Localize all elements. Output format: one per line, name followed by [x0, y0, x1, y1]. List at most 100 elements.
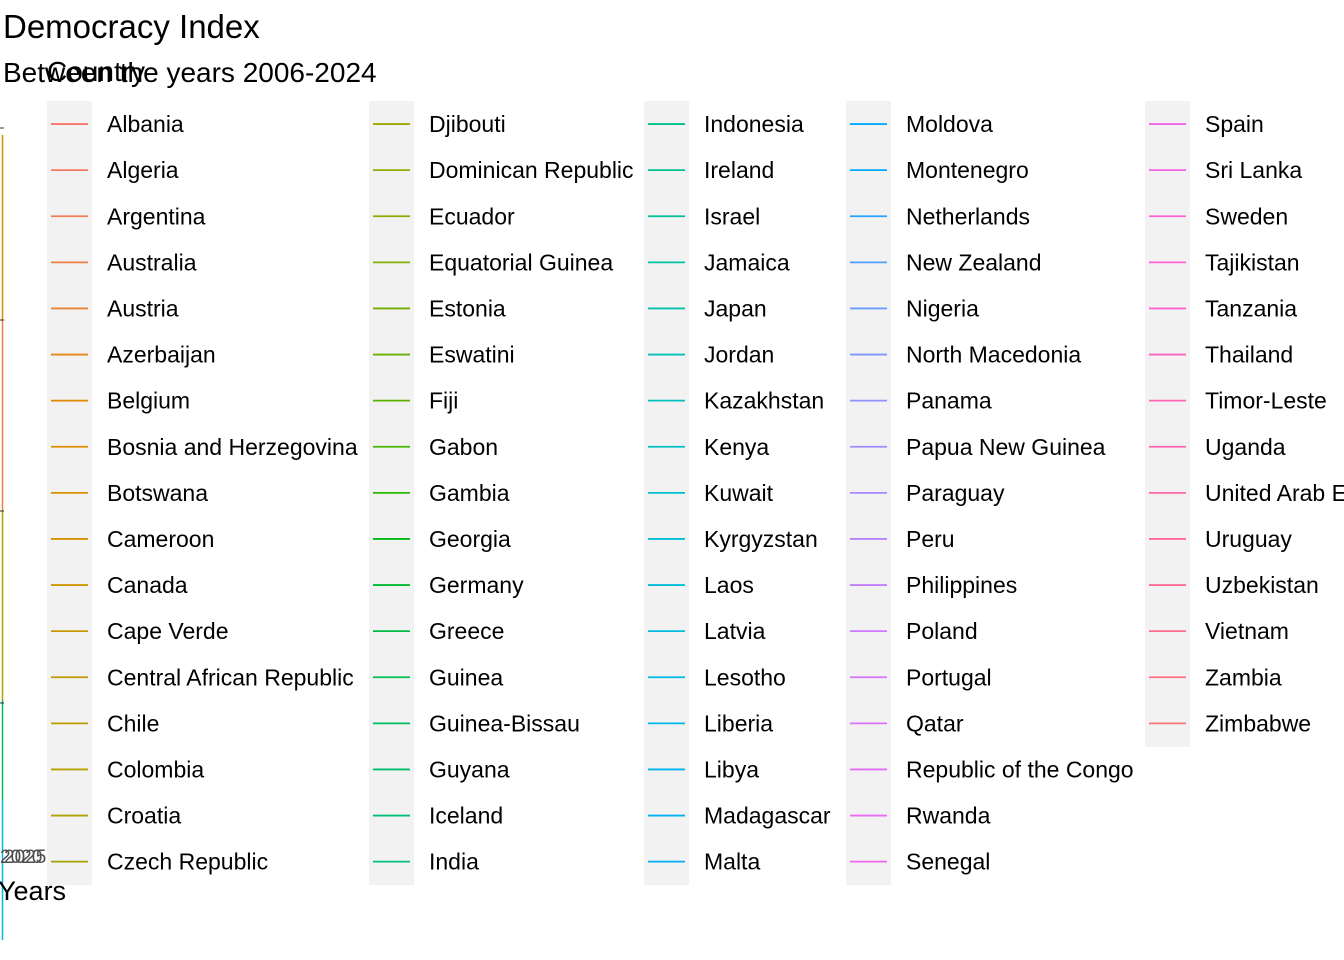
legend-item-germany: Germany: [369, 562, 524, 609]
legend-item-sri-lanka: Sri Lanka: [1145, 147, 1302, 194]
legend-label: Algeria: [107, 157, 179, 183]
legend-label: Tajikistan: [1205, 249, 1300, 275]
x-tick-label-2025: 2025: [4, 847, 47, 868]
legend-item-croatia: Croatia: [47, 792, 181, 840]
legend-label: Zambia: [1205, 664, 1282, 690]
legend-item-tanzania: Tanzania: [1145, 285, 1297, 332]
legend-label: Laos: [704, 572, 754, 598]
legend-label: Gabon: [429, 434, 498, 460]
chart-title: Democracy Index: [3, 8, 260, 45]
legend-item-sweden: Sweden: [1145, 193, 1288, 240]
legend-item-new-zealand: New Zealand: [846, 239, 1042, 286]
legend-label: Jordan: [704, 342, 774, 368]
legend-label: Peru: [906, 526, 955, 552]
legend-label: Croatia: [107, 803, 181, 829]
legend-item-kazakhstan: Kazakhstan: [644, 377, 824, 425]
legend-item-portugal: Portugal: [846, 654, 992, 701]
legend-item-kenya: Kenya: [644, 423, 769, 471]
legend-label: Paraguay: [906, 480, 1005, 506]
legend-label: Australia: [107, 249, 197, 275]
legend-item-iceland: Iceland: [369, 792, 503, 840]
legend-item-indonesia: Indonesia: [644, 101, 804, 148]
legend-item-thailand: Thailand: [1145, 331, 1293, 379]
legend-label: North Macedonia: [906, 342, 1081, 368]
legend-item-vietnam: Vietnam: [1145, 608, 1289, 655]
legend-item-botswana: Botswana: [47, 469, 208, 517]
legend-item-georgia: Georgia: [369, 515, 511, 563]
legend-label: Portugal: [906, 664, 992, 690]
legend-label: Latvia: [704, 618, 766, 644]
legend-item-poland: Poland: [846, 608, 978, 655]
legend-label: Moldova: [906, 111, 993, 137]
legend-label: Kazakhstan: [704, 388, 824, 414]
legend-label: Germany: [429, 572, 524, 598]
legend-item-peru: Peru: [846, 515, 955, 563]
legend-label: Gambia: [429, 480, 510, 506]
legend-label: Malta: [704, 849, 760, 875]
legend-label: Ecuador: [429, 203, 515, 229]
legend-item-fiji: Fiji: [369, 377, 458, 425]
legend-item-panama: Panama: [846, 377, 992, 425]
legend-item-latvia: Latvia: [644, 608, 766, 655]
legend-label: Canada: [107, 572, 188, 598]
legend-label: India: [429, 849, 479, 875]
legend-item-australia: Australia: [47, 239, 197, 286]
legend-item-guinea: Guinea: [369, 654, 503, 701]
legend-label: Ireland: [704, 157, 774, 183]
legend-label: Argentina: [107, 203, 206, 229]
legend-title: Country: [47, 56, 146, 87]
legend-label: Spain: [1205, 111, 1264, 137]
legend-label: Japan: [704, 295, 767, 321]
legend-item-israel: Israel: [644, 193, 760, 240]
legend-item-albania: Albania: [47, 101, 184, 148]
legend-item-azerbaijan: Azerbaijan: [47, 331, 216, 379]
legend-label: Kenya: [704, 434, 769, 460]
legend-item-lesotho: Lesotho: [644, 654, 786, 701]
legend-item-paraguay: Paraguay: [846, 469, 1005, 517]
legend-item-united-arab-emirates: United Arab Emirates: [1145, 469, 1344, 517]
legend-item-kuwait: Kuwait: [644, 469, 774, 517]
legend-label: Greece: [429, 618, 504, 644]
legend-item-jamaica: Jamaica: [644, 239, 790, 286]
legend-label: Botswana: [107, 480, 208, 506]
legend-label: Colombia: [107, 756, 204, 782]
legend-item-libya: Libya: [644, 746, 759, 793]
legend-label: Montenegro: [906, 157, 1029, 183]
legend-label: Georgia: [429, 526, 511, 552]
legend-item-guyana: Guyana: [369, 746, 510, 793]
legend-item-argentina: Argentina: [47, 193, 206, 240]
legend-item-algeria: Algeria: [47, 147, 179, 194]
legend-label: Nigeria: [906, 295, 979, 321]
legend-item-czech-republic: Czech Republic: [47, 838, 268, 886]
legend-item-uganda: Uganda: [1145, 423, 1286, 471]
legend-label: Kuwait: [704, 480, 774, 506]
legend-label: Uruguay: [1205, 526, 1292, 552]
legend-label: Equatorial Guinea: [429, 249, 613, 275]
legend-item-madagascar: Madagascar: [644, 792, 831, 840]
legend-item-uruguay: Uruguay: [1145, 515, 1292, 563]
legend-label: Timor-Leste: [1205, 388, 1327, 414]
legend-label: Uzbekistan: [1205, 572, 1319, 598]
legend-label: Papua New Guinea: [906, 434, 1106, 460]
legend-item-nigeria: Nigeria: [846, 285, 979, 332]
legend-label: Iceland: [429, 803, 503, 829]
legend-label: Eswatini: [429, 342, 515, 368]
legend-item-dominican-republic: Dominican Republic: [369, 147, 634, 194]
legend-label: Sweden: [1205, 203, 1288, 229]
legend-item-canada: Canada: [47, 562, 188, 609]
legend-item-qatar: Qatar: [846, 700, 964, 747]
legend-item-liberia: Liberia: [644, 700, 773, 747]
legend-item-belgium: Belgium: [47, 377, 190, 425]
legend-label: Guyana: [429, 756, 510, 782]
legend-label: Libya: [704, 756, 759, 782]
legend-label: Poland: [906, 618, 978, 644]
legend-item-djibouti: Djibouti: [369, 101, 506, 148]
legend-label: Panama: [906, 388, 992, 414]
legend-item-montenegro: Montenegro: [846, 147, 1029, 194]
legend-label: Dominican Republic: [429, 157, 634, 183]
legend-item-austria: Austria: [47, 285, 179, 332]
legend-item-jordan: Jordan: [644, 331, 774, 379]
legend-label: Bosnia and Herzegovina: [107, 434, 358, 460]
legend-label: Rwanda: [906, 803, 991, 829]
legend-item-philippines: Philippines: [846, 562, 1017, 609]
